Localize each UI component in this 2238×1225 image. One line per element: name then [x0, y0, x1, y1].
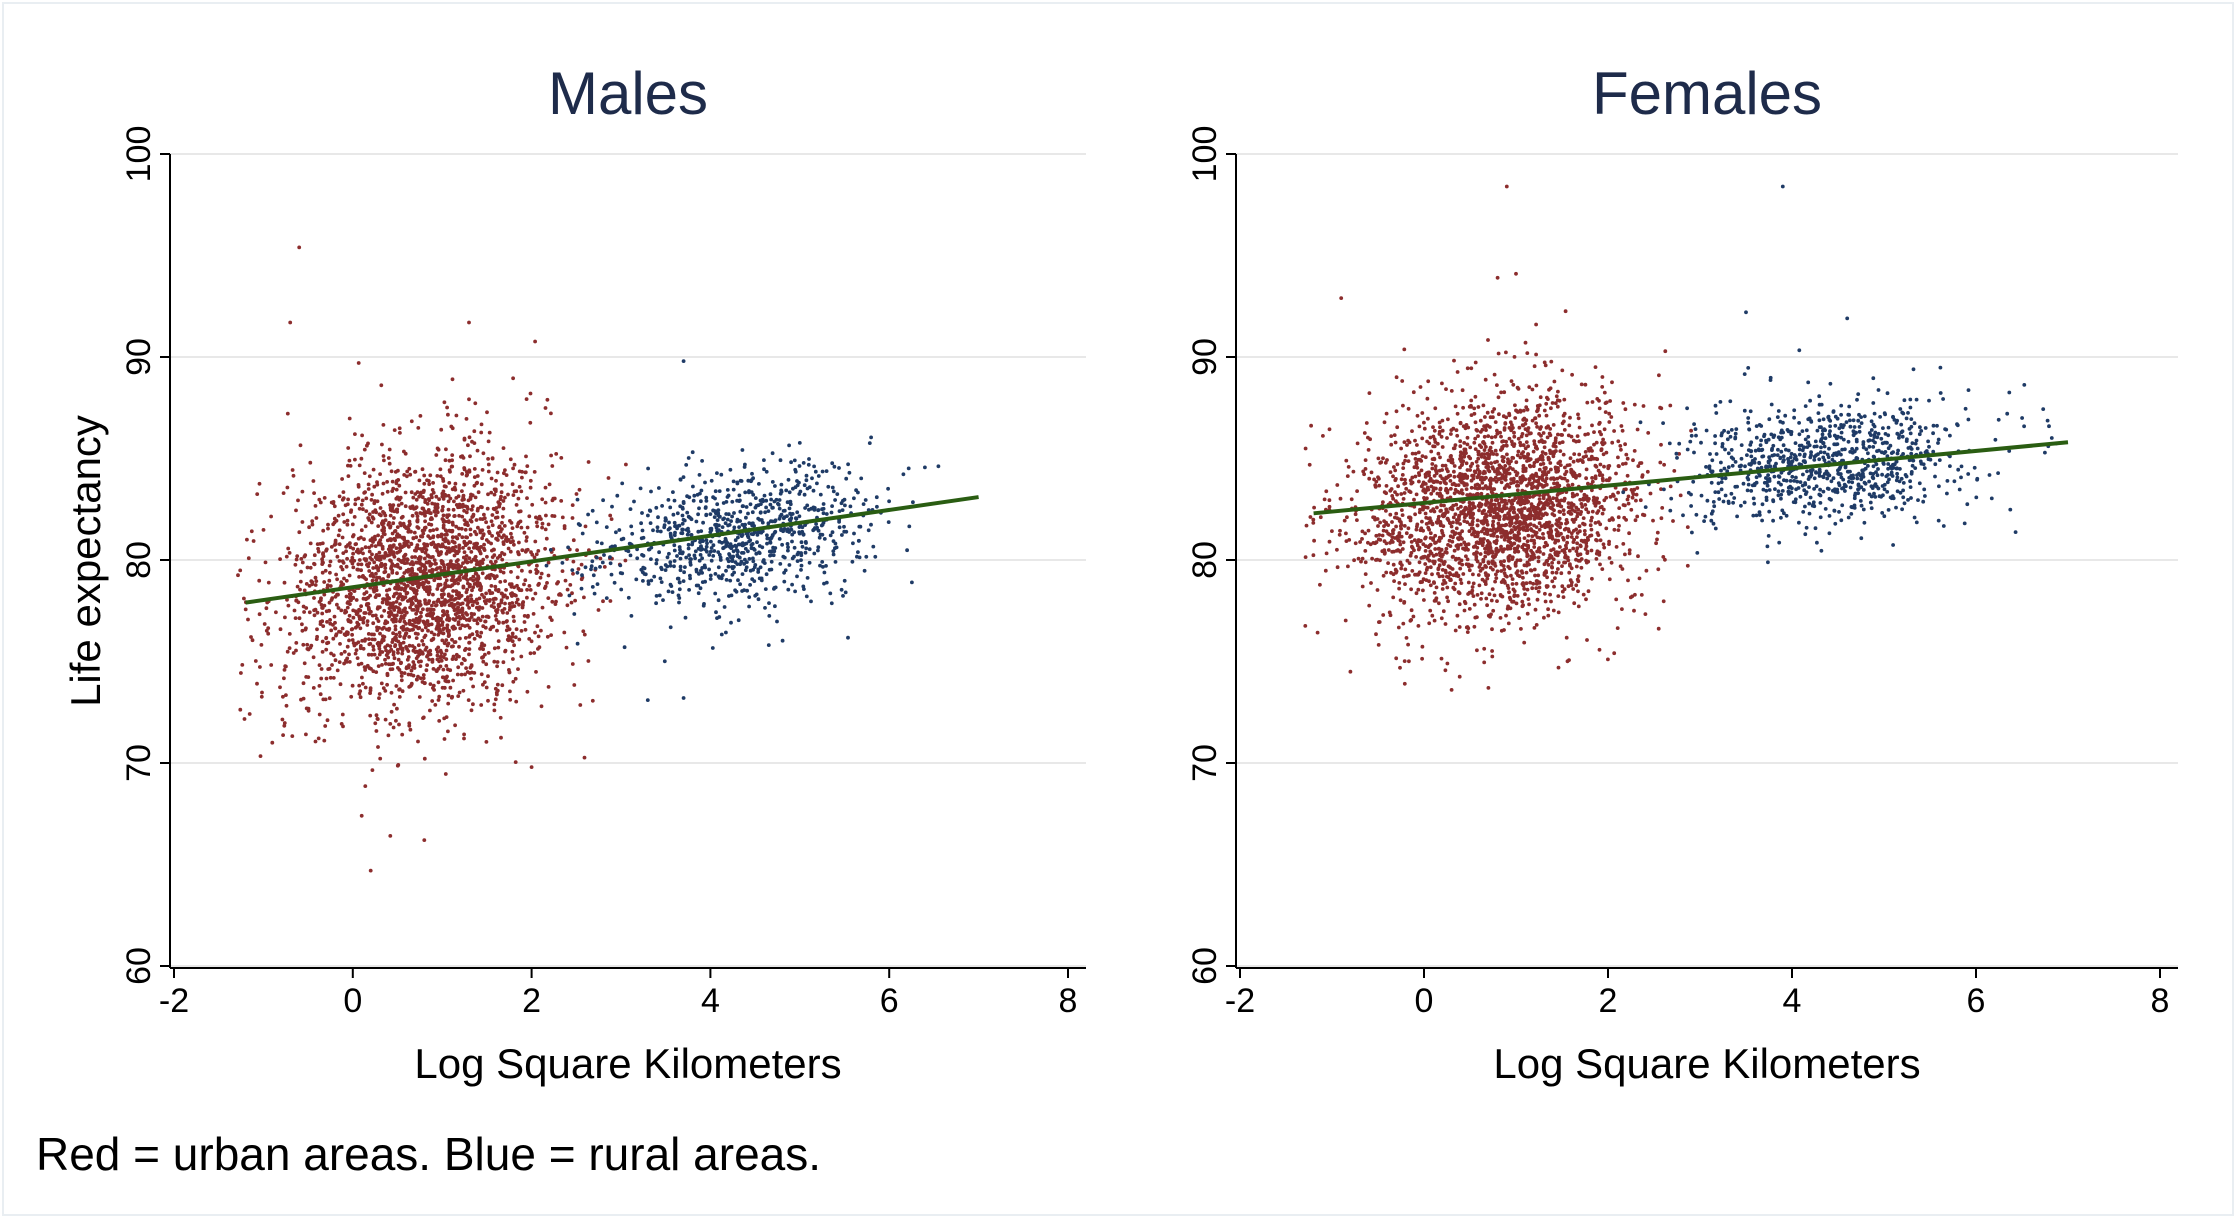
figure-border [2, 2, 2234, 1216]
